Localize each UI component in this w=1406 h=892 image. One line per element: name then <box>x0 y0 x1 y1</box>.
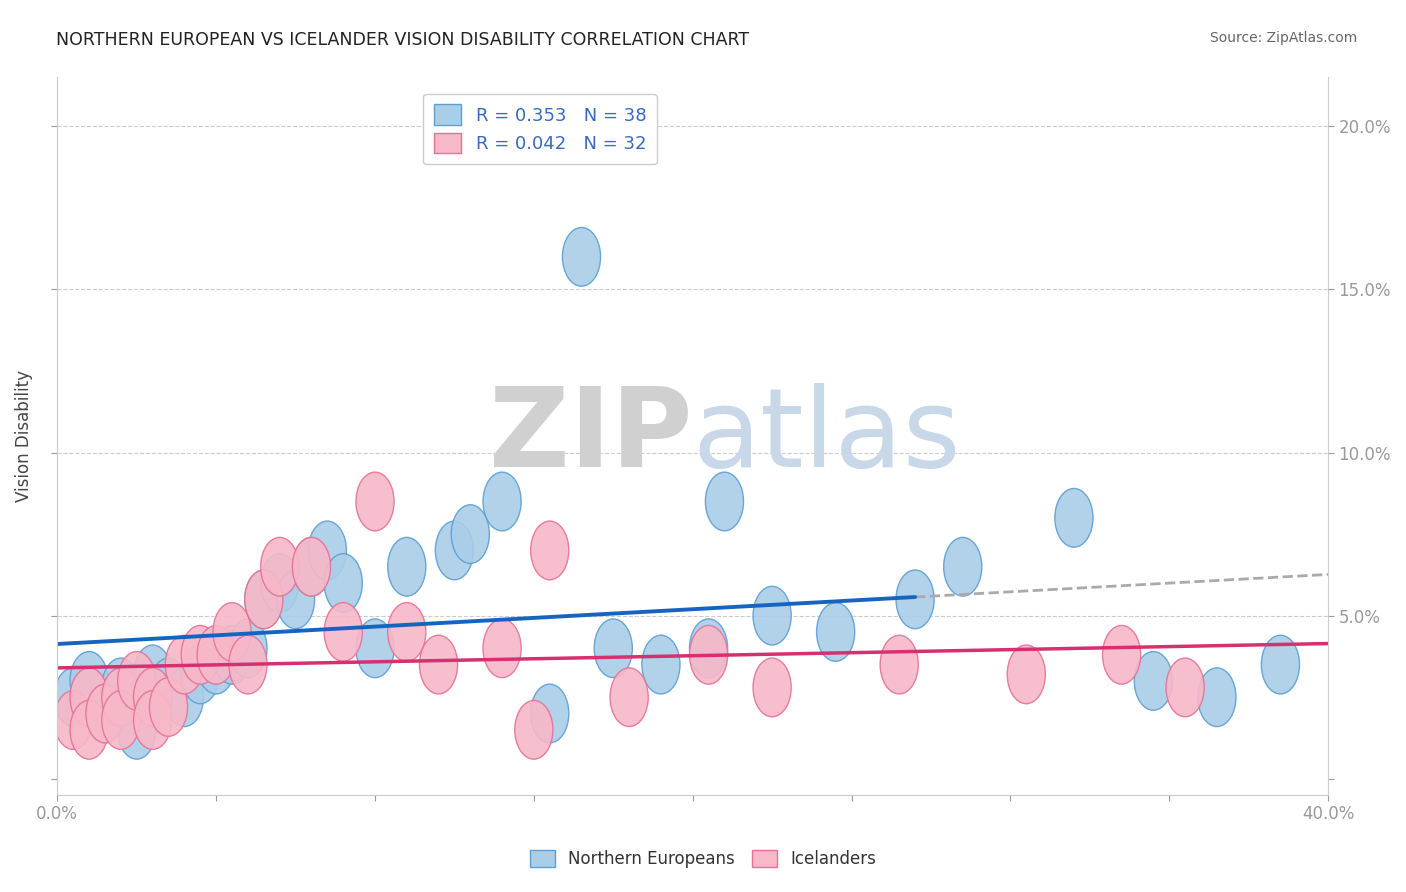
Ellipse shape <box>149 678 187 737</box>
Ellipse shape <box>197 635 235 694</box>
Ellipse shape <box>1054 489 1092 547</box>
Ellipse shape <box>562 227 600 286</box>
Legend: Northern Europeans, Icelanders: Northern Europeans, Icelanders <box>523 843 883 875</box>
Ellipse shape <box>53 690 93 749</box>
Ellipse shape <box>1135 651 1173 710</box>
Ellipse shape <box>1102 625 1140 684</box>
Ellipse shape <box>1198 668 1236 727</box>
Ellipse shape <box>101 690 141 749</box>
Ellipse shape <box>530 521 569 580</box>
Ellipse shape <box>419 635 457 694</box>
Ellipse shape <box>260 537 298 596</box>
Ellipse shape <box>595 619 633 678</box>
Ellipse shape <box>134 645 172 704</box>
Ellipse shape <box>86 684 124 743</box>
Ellipse shape <box>610 668 648 727</box>
Ellipse shape <box>388 603 426 661</box>
Text: atlas: atlas <box>693 383 962 490</box>
Ellipse shape <box>436 521 474 580</box>
Ellipse shape <box>101 668 141 727</box>
Ellipse shape <box>356 619 394 678</box>
Y-axis label: Vision Disability: Vision Disability <box>15 370 32 502</box>
Ellipse shape <box>70 651 108 710</box>
Ellipse shape <box>229 635 267 694</box>
Ellipse shape <box>86 684 124 743</box>
Ellipse shape <box>451 505 489 564</box>
Ellipse shape <box>308 521 346 580</box>
Ellipse shape <box>689 619 728 678</box>
Ellipse shape <box>817 603 855 661</box>
Ellipse shape <box>101 658 141 717</box>
Ellipse shape <box>53 668 93 727</box>
Ellipse shape <box>706 472 744 531</box>
Ellipse shape <box>70 668 108 727</box>
Ellipse shape <box>181 645 219 704</box>
Ellipse shape <box>643 635 681 694</box>
Ellipse shape <box>484 619 522 678</box>
Ellipse shape <box>356 472 394 531</box>
Ellipse shape <box>245 570 283 629</box>
Ellipse shape <box>515 700 553 759</box>
Ellipse shape <box>530 684 569 743</box>
Ellipse shape <box>1261 635 1299 694</box>
Legend: R = 0.353   N = 38, R = 0.042   N = 32: R = 0.353 N = 38, R = 0.042 N = 32 <box>423 94 657 164</box>
Ellipse shape <box>754 586 792 645</box>
Ellipse shape <box>260 554 298 613</box>
Ellipse shape <box>943 537 981 596</box>
Ellipse shape <box>166 668 204 727</box>
Text: NORTHERN EUROPEAN VS ICELANDER VISION DISABILITY CORRELATION CHART: NORTHERN EUROPEAN VS ICELANDER VISION DI… <box>56 31 749 49</box>
Ellipse shape <box>388 537 426 596</box>
Ellipse shape <box>325 603 363 661</box>
Ellipse shape <box>118 651 156 710</box>
Text: ZIP: ZIP <box>489 383 693 490</box>
Ellipse shape <box>229 619 267 678</box>
Ellipse shape <box>1007 645 1045 704</box>
Ellipse shape <box>70 700 108 759</box>
Ellipse shape <box>880 635 918 694</box>
Ellipse shape <box>181 625 219 684</box>
Ellipse shape <box>134 690 172 749</box>
Ellipse shape <box>212 625 252 684</box>
Ellipse shape <box>166 635 204 694</box>
Ellipse shape <box>689 625 728 684</box>
Ellipse shape <box>292 537 330 596</box>
Ellipse shape <box>134 668 172 727</box>
Ellipse shape <box>118 700 156 759</box>
Ellipse shape <box>149 658 187 717</box>
Ellipse shape <box>325 554 363 613</box>
Ellipse shape <box>484 472 522 531</box>
Ellipse shape <box>197 625 235 684</box>
Ellipse shape <box>134 668 172 727</box>
Ellipse shape <box>212 603 252 661</box>
Ellipse shape <box>754 658 792 717</box>
Ellipse shape <box>277 570 315 629</box>
Text: Source: ZipAtlas.com: Source: ZipAtlas.com <box>1209 31 1357 45</box>
Ellipse shape <box>1166 658 1204 717</box>
Ellipse shape <box>292 537 330 596</box>
Ellipse shape <box>245 570 283 629</box>
Ellipse shape <box>896 570 934 629</box>
